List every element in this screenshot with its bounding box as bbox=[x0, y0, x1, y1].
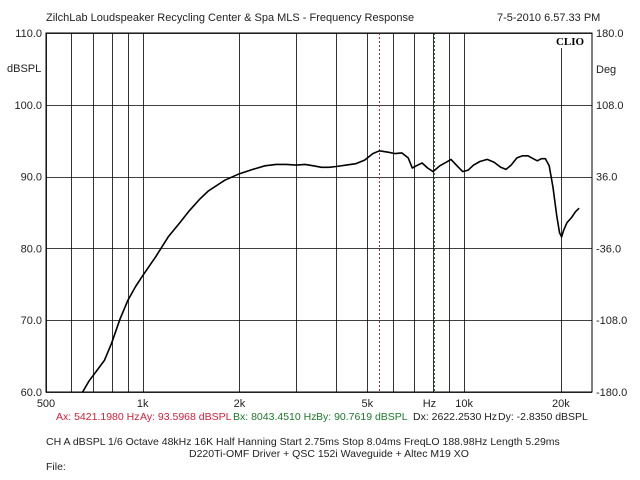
cursor-b-y: By: 90.7619 dBSPL bbox=[316, 411, 408, 423]
x-unit-label: Hz bbox=[423, 398, 436, 410]
response-curve bbox=[81, 150, 580, 393]
clio-logo-bg bbox=[549, 34, 591, 48]
y2-tick-label: 180.0 bbox=[596, 28, 624, 40]
series-line-0 bbox=[81, 150, 580, 393]
delta-y: Dy: -2.8350 dBSPL bbox=[498, 411, 588, 423]
y2-tick-label: -36.0 bbox=[596, 243, 621, 255]
left-axis-unit: dBSPL bbox=[7, 63, 42, 75]
x-tick-label: 2k bbox=[234, 398, 246, 410]
chart-title: ZilchLab Loudspeaker Recycling Center & … bbox=[46, 12, 415, 24]
timestamp: 7-5-2010 6.57.33 PM bbox=[497, 12, 601, 24]
y2-tick-label: 36.0 bbox=[596, 172, 617, 184]
x-tick-label: 20k bbox=[552, 398, 570, 410]
delta-x: Dx: 2622.2530 Hz bbox=[413, 411, 498, 423]
cursor-lines bbox=[379, 33, 435, 392]
axis-labels: 500 1k 2k 5k 10k 20k Hz 60.0 70.0 80.0 90.0 100.0 11… bbox=[14, 28, 627, 410]
y-tick-label: 70.0 bbox=[21, 315, 42, 327]
y-tick-label: 110.0 bbox=[15, 28, 42, 40]
x-tick-label: 5k bbox=[362, 398, 374, 410]
y2-tick-label: -108.0 bbox=[596, 315, 627, 327]
y-tick-label: 60.0 bbox=[21, 387, 42, 399]
file-label: File: bbox=[46, 461, 66, 473]
plot-frame bbox=[45, 32, 593, 393]
cursor-readout: Ax: 5421.1980 Hz Ay: 93.5968 dBSPL Bx: 8… bbox=[0, 411, 640, 425]
measurement-description: D220Ti-OMF Driver + QSC 152i Waveguide +… bbox=[189, 448, 469, 460]
cursor-a-y: Ay: 93.5968 dBSPL bbox=[140, 411, 232, 423]
x-tick-label: 1k bbox=[137, 398, 149, 410]
y-tick-label: 100.0 bbox=[14, 100, 42, 112]
right-axis-unit: Deg bbox=[596, 64, 617, 76]
cursor-a-x: Ax: 5421.1980 Hz bbox=[56, 411, 140, 423]
measurement-settings: CH A dBSPL 1/6 Octave 48kHz 16K Half Han… bbox=[46, 436, 560, 448]
y-tick-label: 90.0 bbox=[21, 172, 42, 184]
x-tick-label: 500 bbox=[37, 398, 55, 410]
y-tick-label: 80.0 bbox=[21, 243, 42, 255]
x-tick-label: 10k bbox=[455, 398, 473, 410]
y2-tick-label: -180.0 bbox=[596, 387, 627, 399]
grid bbox=[46, 33, 592, 393]
cursor-b-x: Bx: 8043.4510 Hz bbox=[233, 411, 317, 423]
y2-tick-label: 108.0 bbox=[596, 100, 624, 112]
clio-logo: CLIO bbox=[556, 36, 585, 48]
